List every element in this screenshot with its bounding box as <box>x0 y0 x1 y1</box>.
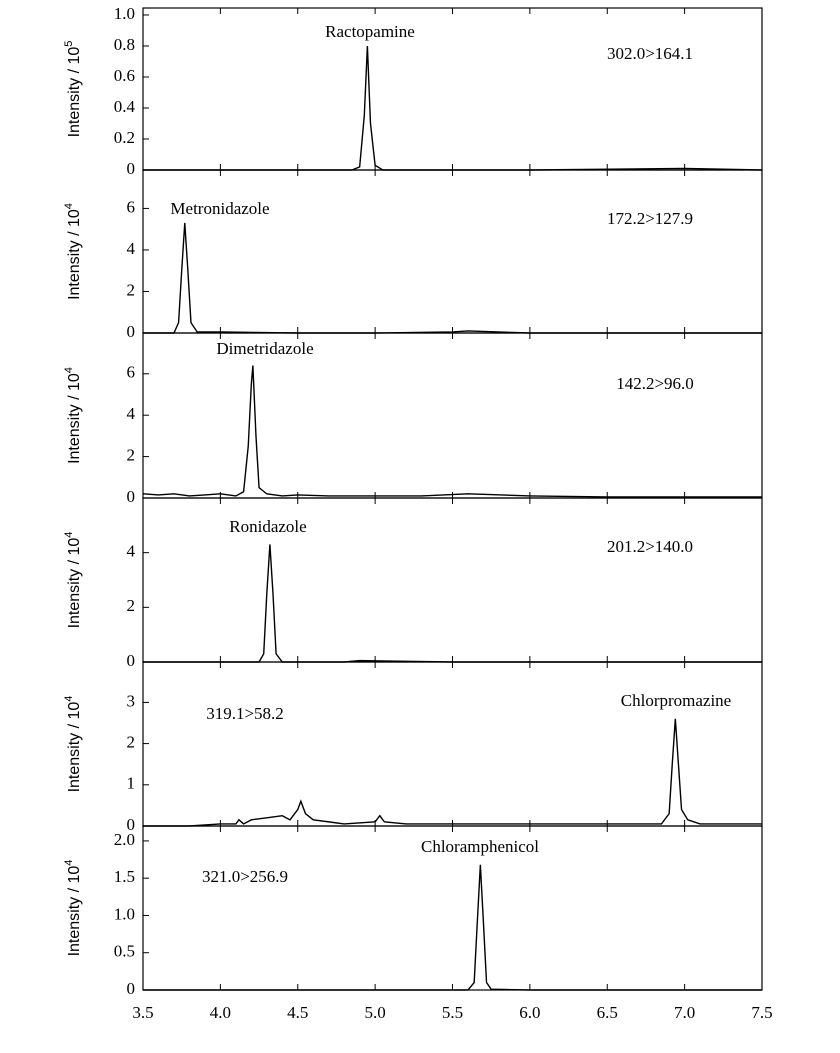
x-tick-label: 7.0 <box>674 1003 695 1022</box>
y-tick-label: 1.5 <box>114 867 135 886</box>
x-tick-label: 6.0 <box>519 1003 540 1022</box>
x-tick-label: 4.0 <box>210 1003 231 1022</box>
chromatogram-line <box>143 864 762 991</box>
y-tick-label: 0 <box>127 815 136 834</box>
compound-label: Metronidazole <box>170 199 269 218</box>
x-tick-label: 5.0 <box>365 1003 386 1022</box>
y-tick-label: 2 <box>127 446 136 465</box>
y-axis-label-text: Intensity / 10 <box>66 538 83 629</box>
panel-frame <box>142 7 763 171</box>
y-tick-label: 2 <box>127 732 136 751</box>
compound-label: Dimetridazole <box>216 339 313 358</box>
y-tick-label: 0 <box>127 651 136 670</box>
y-axis-label-exponent: 4 <box>63 860 75 866</box>
y-tick-label: 0.6 <box>114 66 135 85</box>
chromatogram-line <box>143 222 762 334</box>
y-axis-label-text: Intensity / 10 <box>66 47 83 138</box>
y-axis-label: Intensity / 104 <box>63 860 83 957</box>
y-tick-label: 0.8 <box>114 35 135 54</box>
compound-label: Chloramphenicol <box>421 837 539 856</box>
y-axis-label: Intensity / 104 <box>63 367 83 464</box>
transition-label: 172.2>127.9 <box>607 209 693 228</box>
y-axis-label-exponent: 4 <box>63 696 75 702</box>
y-tick-label: 0.5 <box>114 942 135 961</box>
y-tick-label: 6 <box>127 363 136 382</box>
y-tick-label: 2.0 <box>114 830 135 849</box>
y-tick-label: 0 <box>127 487 136 506</box>
y-axis-label-text: Intensity / 10 <box>66 373 83 464</box>
y-axis-label-exponent: 5 <box>63 41 75 47</box>
y-tick-label: 2 <box>127 280 136 299</box>
y-axis-label: Intensity / 105 <box>63 41 83 138</box>
transition-label: 302.0>164.1 <box>607 44 693 63</box>
x-tick-label: 6.5 <box>597 1003 618 1022</box>
x-tick-label: 3.5 <box>132 1003 153 1022</box>
y-tick-label: 4 <box>127 404 136 423</box>
y-axis-label-exponent: 4 <box>63 203 75 209</box>
compound-label: Ronidazole <box>229 517 306 536</box>
y-axis-label: Intensity / 104 <box>63 696 83 793</box>
chromatogram-line <box>143 45 763 171</box>
y-tick-label: 1.0 <box>114 4 135 23</box>
x-tick-label: 5.5 <box>442 1003 463 1022</box>
y-tick-label: 0.4 <box>114 97 136 116</box>
y-tick-label: 4 <box>127 542 136 561</box>
compound-label: Chlorpromazine <box>621 691 731 710</box>
y-axis-label: Intensity / 104 <box>63 532 83 629</box>
y-tick-label: 0.2 <box>114 128 135 147</box>
panel-frame <box>142 169 763 334</box>
y-tick-label: 2 <box>127 596 136 615</box>
y-axis-label-exponent: 4 <box>63 532 75 538</box>
y-tick-label: 0 <box>127 159 136 178</box>
y-tick-label: 1 <box>127 774 136 793</box>
y-tick-label: 0 <box>127 979 136 998</box>
transition-label: 321.0>256.9 <box>202 867 288 886</box>
chromatogram-line <box>143 544 762 663</box>
x-tick-label: 7.5 <box>751 1003 772 1022</box>
y-tick-label: 0 <box>127 322 136 341</box>
y-axis-label-text: Intensity / 10 <box>66 866 83 957</box>
chromatogram-line <box>142 365 762 498</box>
transition-label: 142.2>96.0 <box>616 374 694 393</box>
y-axis-label: Intensity / 104 <box>63 203 83 300</box>
transition-label: 319.1>58.2 <box>206 704 284 723</box>
y-axis-label-exponent: 4 <box>63 367 75 373</box>
compound-label: Ractopamine <box>325 22 415 41</box>
y-tick-label: 1.0 <box>114 904 135 923</box>
chromatogram-line <box>143 718 762 827</box>
y-axis-label-text: Intensity / 10 <box>66 702 83 793</box>
y-tick-label: 6 <box>127 197 136 216</box>
y-tick-label: 3 <box>127 691 136 710</box>
y-tick-label: 4 <box>127 239 136 258</box>
transition-label: 201.2>140.0 <box>607 537 693 556</box>
x-tick-label: 4.5 <box>287 1003 308 1022</box>
panel-frame <box>142 661 763 827</box>
y-axis-label-text: Intensity / 10 <box>66 209 83 300</box>
